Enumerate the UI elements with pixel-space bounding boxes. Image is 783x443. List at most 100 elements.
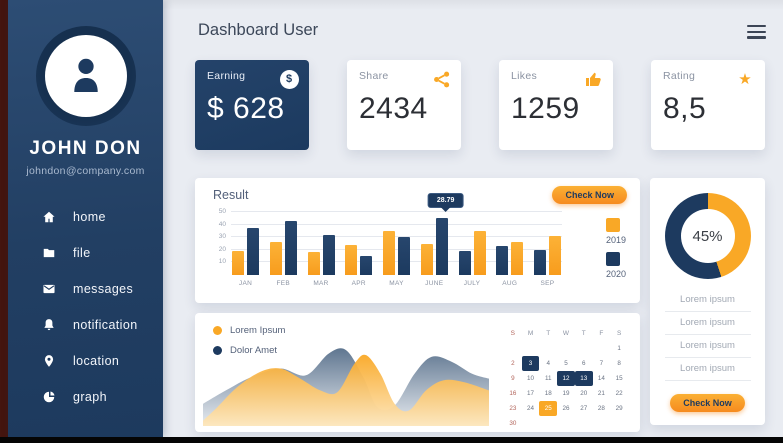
- calendar-day-27[interactable]: 27: [580, 405, 588, 412]
- calendar-day-25[interactable]: 25: [539, 401, 558, 416]
- calendar-day-26[interactable]: 26: [562, 405, 570, 412]
- calendar-day-15[interactable]: 15: [615, 375, 623, 382]
- x-axis-tick: AUG: [502, 280, 518, 287]
- stat-label: Share: [359, 70, 389, 82]
- calendar-day-6[interactable]: 6: [581, 360, 586, 367]
- list-item[interactable]: Lorem ipsum: [664, 358, 751, 381]
- avatar: [35, 26, 136, 126]
- bar-mar-2019[interactable]: [307, 252, 320, 275]
- bar-may-2020[interactable]: [398, 237, 410, 275]
- calendar-day-23[interactable]: 23: [509, 405, 517, 412]
- list-item[interactable]: Lorem ipsum: [664, 335, 751, 358]
- y-axis-tick: 50: [218, 208, 226, 215]
- calendar-day-7[interactable]: 7: [599, 360, 604, 367]
- legend-label: 2019: [605, 235, 626, 245]
- left-frame-strip: [0, 0, 8, 437]
- bar-group-mar: MAR: [307, 212, 336, 287]
- bar-july-2019[interactable]: [473, 230, 486, 275]
- check-now-button-2[interactable]: Check Now: [670, 394, 745, 412]
- calendar-day-22[interactable]: 22: [615, 390, 623, 397]
- check-now-button[interactable]: Check Now: [552, 186, 627, 204]
- y-axis-tick: 30: [218, 233, 226, 241]
- chart-legend: 2019 2020: [605, 218, 626, 283]
- stat-value: 1259: [511, 92, 580, 125]
- hamburger-menu-icon[interactable]: [747, 25, 766, 42]
- y-axis-tick: 40: [218, 220, 226, 228]
- list-item[interactable]: Lorem ipsum: [664, 289, 751, 312]
- bar-feb-2019[interactable]: [269, 242, 282, 275]
- star-icon: ★: [738, 70, 752, 88]
- sidebar-item-messages[interactable]: messages: [8, 271, 163, 307]
- person-icon: [59, 47, 113, 106]
- gridline: [231, 223, 562, 225]
- calendar-day-4[interactable]: 4: [546, 360, 551, 367]
- bar-aug-2020[interactable]: [496, 246, 509, 275]
- calendar-day-21[interactable]: 21: [597, 390, 605, 397]
- area-legend-item: Lorem Ipsum: [213, 325, 285, 336]
- calendar-day-28[interactable]: 28: [597, 405, 605, 412]
- legend-label: 2020: [605, 269, 626, 279]
- bar-june-2020[interactable]: [435, 218, 448, 275]
- area-card: Lorem Ipsum Dolor Amet S M T W T F S 1 2 3 4 5 6 7 8 9 10…: [195, 313, 640, 432]
- bar-sep-2020[interactable]: [534, 249, 546, 275]
- calendar-day-2[interactable]: 2: [511, 360, 515, 367]
- calendar-day-8[interactable]: 8: [617, 360, 621, 367]
- calendar-day-20[interactable]: 20: [580, 390, 588, 397]
- x-axis-tick: JAN: [238, 280, 253, 287]
- bar-apr-2019[interactable]: [345, 244, 358, 275]
- bar-may-2019[interactable]: [383, 230, 395, 275]
- bar-chart: 10 20 30 40 50 JAN FEB MAR APR MAY 28.79 JUNE JULY AU…: [219, 193, 562, 287]
- calendar-day-1[interactable]: 1: [617, 345, 621, 352]
- calendar-day-30[interactable]: 30: [509, 420, 517, 427]
- share-icon: [431, 69, 451, 89]
- gridline: [231, 236, 562, 238]
- calendar-day-24[interactable]: 24: [527, 405, 535, 412]
- calendar-day-16[interactable]: 16: [509, 390, 517, 397]
- legend-dot: [213, 326, 222, 335]
- sidebar-item-home[interactable]: home: [8, 199, 163, 235]
- calendar-day-11[interactable]: 11: [545, 375, 552, 382]
- calendar-day-18[interactable]: 18: [544, 390, 552, 397]
- x-axis-tick: FEB: [276, 280, 291, 287]
- list-item[interactable]: Lorem ipsum: [664, 312, 751, 335]
- calendar-day-10[interactable]: 10: [527, 375, 535, 382]
- bar-group-july: JULY: [458, 212, 487, 287]
- calendar-day-17[interactable]: 17: [527, 390, 535, 397]
- calendar-day-12[interactable]: 12: [557, 371, 575, 386]
- bar-aug-2019[interactable]: [511, 242, 524, 275]
- calendar-empty: [575, 341, 593, 356]
- bar-feb-2020[interactable]: [284, 220, 297, 275]
- bar-jan-2019[interactable]: [232, 251, 244, 275]
- sidebar-item-graph[interactable]: graph: [8, 379, 163, 415]
- x-axis-tick: JULY: [463, 280, 481, 287]
- calendar-weekday: S: [616, 330, 622, 337]
- bar-sep-2019[interactable]: [549, 235, 561, 275]
- bar-july-2020[interactable]: [458, 251, 471, 275]
- gridline: [231, 261, 562, 263]
- legend-swatch-2020: [605, 252, 620, 266]
- bar-group-jan: JAN: [231, 212, 260, 287]
- sidebar-item-location[interactable]: location: [8, 343, 163, 379]
- calendar-day-19[interactable]: 19: [562, 390, 570, 397]
- sidebar-item-notification[interactable]: notification: [8, 307, 163, 343]
- bar-june-2019[interactable]: [420, 243, 433, 275]
- bar-jan-2020[interactable]: [247, 228, 259, 275]
- result-card: Result Check Now 10 20 30 40 50 JAN FEB MAR APR M…: [195, 178, 640, 303]
- calendar-day-9[interactable]: 9: [511, 375, 515, 382]
- calendar-day-5[interactable]: 5: [564, 360, 568, 367]
- calendar-day-29[interactable]: 29: [615, 405, 623, 412]
- bar-group-sep: SEP: [533, 212, 562, 287]
- calendar-weekday: W: [562, 330, 570, 337]
- sidebar-menu: home file messages notification location grap…: [8, 199, 163, 415]
- x-axis-tick: JUNE: [425, 280, 444, 287]
- bar-apr-2020[interactable]: [360, 256, 373, 275]
- sidebar-item-file[interactable]: file: [8, 235, 163, 271]
- stat-value: 2434: [359, 92, 428, 125]
- calendar-day-14[interactable]: 14: [597, 375, 605, 382]
- calendar-empty: [593, 341, 611, 356]
- calendar-day-3[interactable]: 3: [521, 356, 540, 371]
- calendar-weekday: T: [546, 330, 551, 337]
- bar-mar-2020[interactable]: [322, 234, 335, 275]
- calendar-day-13[interactable]: 13: [574, 371, 593, 386]
- gridline: [231, 248, 562, 250]
